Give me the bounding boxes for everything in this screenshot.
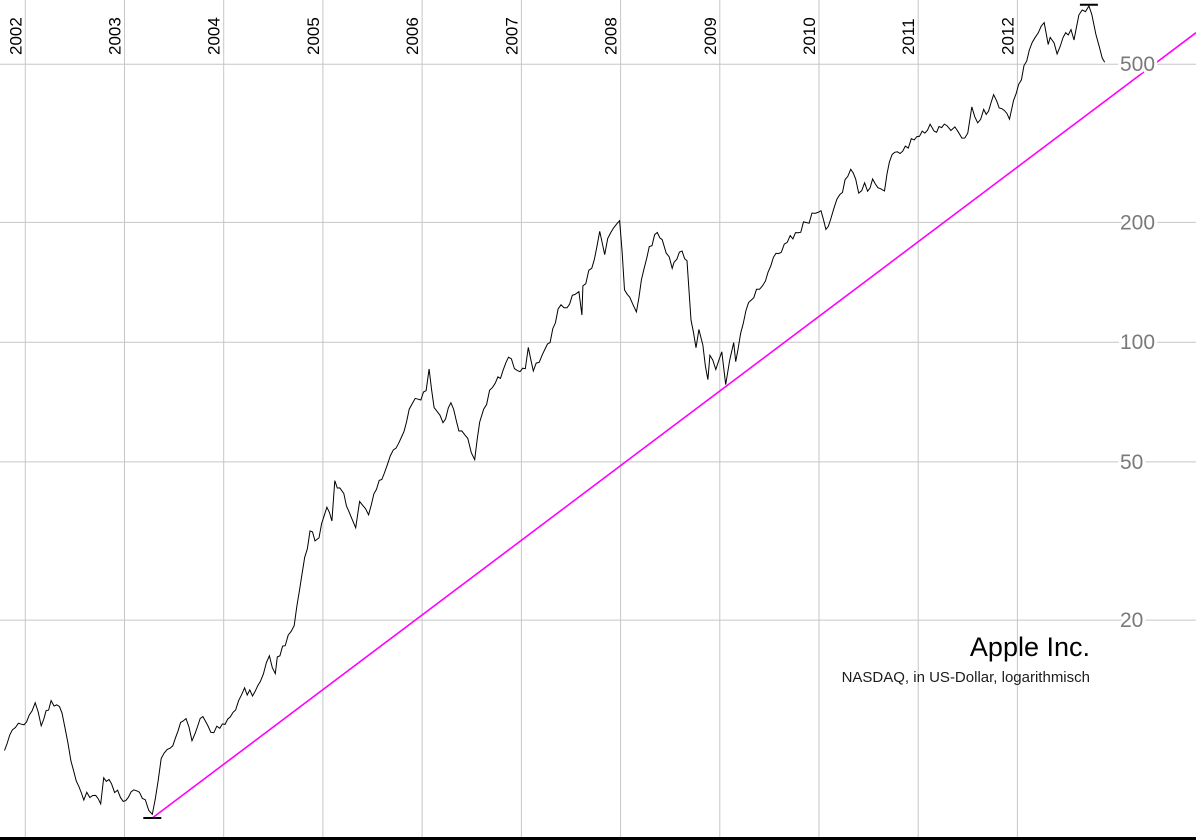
price-series-layer	[4, 4, 1106, 816]
year-label-2007: 2007	[502, 17, 521, 55]
year-label-2012: 2012	[998, 17, 1017, 55]
year-label-2005: 2005	[304, 17, 323, 55]
chart-title: Apple Inc.	[970, 632, 1090, 662]
year-label-2010: 2010	[800, 17, 819, 55]
year-label-2004: 2004	[205, 17, 224, 55]
price-label-500: 500	[1120, 53, 1155, 76]
price-line	[4, 4, 1106, 816]
price-label-200: 200	[1120, 211, 1155, 234]
trendline	[151, 32, 1196, 819]
chart-subtitle: NASDAQ, in US-Dollar, logarithmisch	[842, 669, 1090, 686]
price-label-20: 20	[1120, 609, 1143, 632]
extreme-markers-layer	[143, 3, 1098, 819]
price-label-50: 50	[1120, 451, 1143, 474]
price-labels: 500 200 100 50 20	[1117, 50, 1158, 635]
year-label-2008: 2008	[602, 17, 621, 55]
year-label-2011: 2011	[899, 18, 918, 55]
year-label-2006: 2006	[403, 17, 422, 55]
year-labels: 2002 2003 2004 2005 2006 2007 2008 2009 2010 2011…	[6, 17, 1017, 55]
year-label-2002: 2002	[6, 17, 25, 55]
year-label-2003: 2003	[106, 17, 125, 55]
price-label-100: 100	[1120, 331, 1155, 354]
trendline-layer	[151, 32, 1196, 819]
year-label-2009: 2009	[701, 17, 720, 55]
